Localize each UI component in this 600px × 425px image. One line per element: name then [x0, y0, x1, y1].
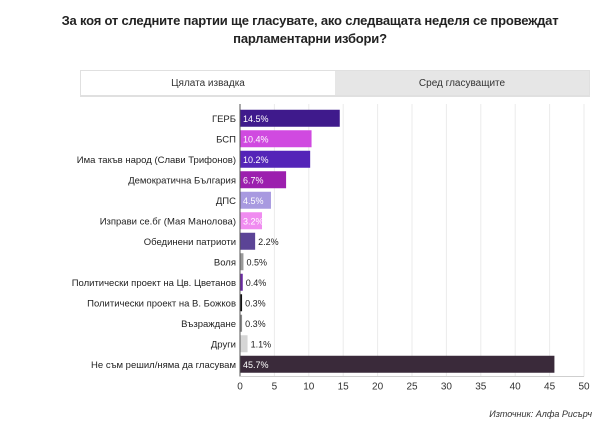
- category-label: Воля: [214, 257, 236, 268]
- value-label: 0.4%: [246, 278, 267, 288]
- x-tick-label: 30: [441, 382, 453, 393]
- bar: [240, 171, 287, 189]
- category-label: Възраждане: [181, 319, 236, 330]
- value-label: 3.2%: [243, 216, 264, 226]
- x-tick-label: 0: [237, 382, 243, 393]
- bar: [240, 335, 248, 353]
- bar: [240, 273, 243, 291]
- tab-bar: Цялата извадка Сред гласуващите: [80, 70, 590, 96]
- bar: [240, 109, 340, 127]
- value-label: 4.5%: [243, 196, 264, 206]
- category-label: БСП: [216, 134, 236, 145]
- category-label: Политически проект на Цв. Цветанов: [72, 278, 236, 289]
- value-label: 0.3%: [245, 319, 266, 329]
- value-label: 45.7%: [243, 360, 269, 370]
- value-label: 0.3%: [245, 298, 266, 308]
- x-tick-label: 50: [578, 382, 590, 393]
- value-label: 10.4%: [243, 134, 269, 144]
- bar: [240, 355, 555, 373]
- value-label: 6.7%: [243, 175, 264, 185]
- category-label: Други: [211, 339, 236, 350]
- x-tick-label: 10: [303, 382, 315, 393]
- x-tick-label: 45: [544, 382, 556, 393]
- category-label: ГЕРБ: [212, 114, 236, 125]
- category-label: ДПС: [216, 196, 236, 207]
- value-label: 10.2%: [243, 155, 269, 165]
- bar: [240, 253, 244, 271]
- bar: [240, 294, 243, 312]
- bar: [240, 150, 311, 168]
- x-tick-label: 15: [338, 382, 350, 393]
- value-label: 0.5%: [246, 257, 267, 267]
- bar: [240, 314, 243, 332]
- tab-among-voters[interactable]: Сред гласуващите: [335, 71, 589, 95]
- tab-whole-sample[interactable]: Цялата извадка: [81, 71, 335, 95]
- x-tick-label: 20: [372, 382, 384, 393]
- category-label: Демократична България: [128, 175, 236, 186]
- x-tick-label: 40: [510, 382, 522, 393]
- chart-title: За коя от следните партии ще гласувате, …: [61, 13, 559, 46]
- x-tick-label: 35: [475, 382, 487, 393]
- category-label: Има такъв народ (Слави Трифонов): [77, 155, 236, 166]
- value-label: 2.2%: [258, 237, 279, 247]
- category-label: Не съм решил/няма да гласувам: [91, 360, 236, 371]
- x-tick-label: 25: [406, 382, 418, 393]
- category-label: Обединени патриоти: [144, 237, 236, 248]
- category-label: Политически проект на В. Божков: [87, 298, 236, 309]
- bar: [240, 130, 312, 148]
- tab-divider: [80, 96, 590, 97]
- value-label: 14.5%: [243, 114, 269, 124]
- bar: [240, 191, 271, 209]
- source-note: Източник: Алфа Рисърч: [489, 409, 592, 419]
- category-label: Изправи се.бг (Мая Манолова): [100, 216, 236, 227]
- bar: [240, 212, 263, 230]
- value-label: 1.1%: [251, 339, 272, 349]
- bar: [240, 232, 256, 250]
- x-tick-label: 5: [272, 382, 278, 393]
